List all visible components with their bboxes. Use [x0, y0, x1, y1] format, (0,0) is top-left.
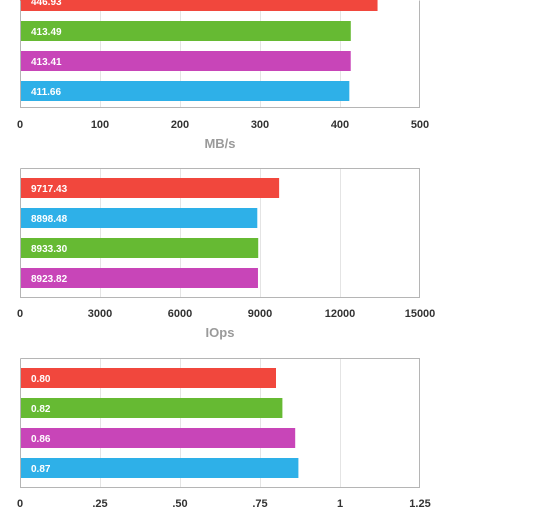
- bar-value-label: 8933.30: [31, 244, 68, 255]
- plot-frame: [20, 168, 420, 298]
- chart-2: 9717.43 8898.48 8933.30 8923.82 0 3000 6000 900…: [17, 168, 435, 340]
- chart-3: 0.80 0.82 0.86 0.87 0 .25 .50 .75 1 1.25: [17, 358, 431, 510]
- tick-label: .75: [252, 498, 267, 510]
- tick-label: 100: [91, 119, 109, 131]
- bar-value-label: 8923.82: [31, 274, 68, 285]
- bar: [20, 268, 258, 288]
- tick-label: 1: [337, 498, 343, 510]
- bar: [20, 398, 283, 418]
- bar-value-label: 411.66: [31, 87, 61, 98]
- tick-label: 0: [17, 308, 23, 320]
- bar-value-label: 0.86: [31, 434, 51, 445]
- tick-label: .50: [172, 498, 187, 510]
- tick-label: 500: [411, 119, 429, 131]
- x-axis-title: MB/s: [204, 136, 235, 151]
- bar-value-label: 446.93: [31, 0, 62, 8]
- bar-value-label: 8898.48: [31, 214, 68, 225]
- tick-label: 3000: [88, 308, 112, 320]
- bar: [20, 0, 378, 11]
- bar-value-label: 413.49: [31, 27, 62, 38]
- tick-label: 6000: [168, 308, 192, 320]
- bar: [20, 51, 351, 71]
- bar: [20, 21, 351, 41]
- tick-label: 0: [17, 498, 23, 510]
- bar: [20, 458, 299, 478]
- tick-label: 9000: [248, 308, 272, 320]
- bar-value-label: 0.87: [31, 464, 51, 475]
- bar: [20, 208, 258, 228]
- bar-value-label: 0.82: [31, 404, 51, 415]
- tick-label: 400: [331, 119, 349, 131]
- tick-label: 15000: [405, 308, 436, 320]
- bar: [20, 368, 276, 388]
- chart-1: 446.93 413.49 413.41 411.66 0 100 200 300 400 500…: [17, 0, 429, 151]
- tick-label: 200: [171, 119, 189, 131]
- tick-label: 0: [17, 119, 23, 131]
- bar: [20, 178, 280, 198]
- plot-frame: [20, 358, 420, 488]
- bar: [20, 238, 259, 258]
- bar-value-label: 0.80: [31, 374, 51, 385]
- bar-value-label: 9717.43: [31, 184, 68, 195]
- tick-label: .25: [92, 498, 107, 510]
- tick-label: 12000: [325, 308, 356, 320]
- tick-label: 300: [251, 119, 269, 131]
- bar: [20, 428, 296, 448]
- bar-value-label: 413.41: [31, 57, 62, 68]
- x-axis-title: IOps: [206, 325, 235, 340]
- tick-label: 1.25: [409, 498, 430, 510]
- bar: [20, 81, 350, 101]
- plot-frame: [20, 0, 420, 108]
